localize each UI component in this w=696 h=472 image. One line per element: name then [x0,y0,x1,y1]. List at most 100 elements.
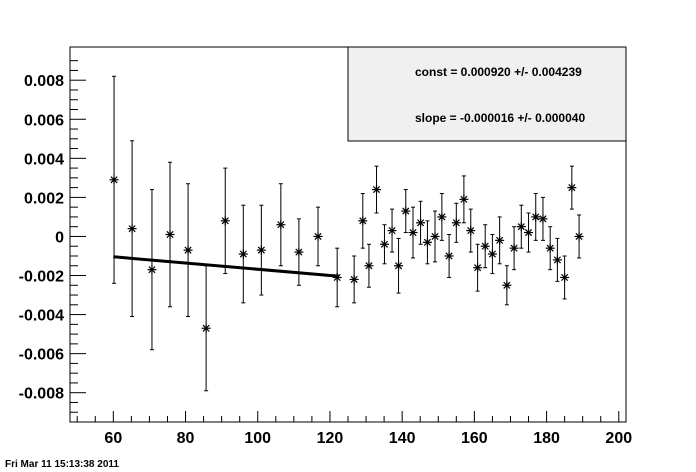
asterisk-stroke [423,238,432,246]
x-tick-label: 180 [533,430,560,447]
x-tick-label: 140 [389,430,416,447]
data-point [552,255,562,265]
data-point [394,261,404,271]
data-point [516,222,526,232]
y-tick-label: 0.006 [24,112,64,129]
data-point [524,228,534,238]
asterisk-stroke [372,186,381,194]
data-point [165,230,175,239]
x-axis: 60 80 100 120 140 160 180 200 [76,411,632,447]
y-tick-label: -0.008 [19,386,64,403]
x-tick-label: 100 [244,430,271,447]
asterisk-stroke [380,240,389,248]
data-point [444,251,454,261]
asterisk-stroke [438,213,446,221]
data-point [437,212,447,222]
asterisk-stroke [474,264,482,272]
data-point [276,220,286,230]
data-point [422,237,432,247]
y-tick-label: 0.002 [24,190,64,207]
stats-slope: slope = -0.000016 +/- 0.000040 [415,111,585,125]
asterisk-stroke [524,228,533,237]
y-tick-label: -0.006 [19,347,64,364]
data-point [201,323,211,333]
asterisk-stroke [568,184,576,192]
data-point [364,261,374,271]
data-point [349,274,359,284]
asterisk-stroke [575,232,583,241]
data-point [430,231,440,241]
data-point [574,231,584,241]
asterisk-stroke [496,236,504,244]
data-point [372,185,382,195]
data-point [401,206,411,216]
stats-box-background [347,46,627,142]
y-tick-label: 0.008 [24,73,64,90]
asterisk-stroke [445,252,453,260]
asterisk-stroke [314,232,322,241]
x-tick-label: 200 [605,430,632,447]
data-point [545,243,555,253]
asterisk-stroke [510,244,518,252]
data-point [451,218,461,228]
asterisk-stroke [431,232,439,241]
asterisk-stroke [481,242,489,250]
data-point [560,272,570,282]
asterisk-stroke [402,207,410,215]
data-point [313,231,323,241]
data-point [531,212,541,222]
asterisk-stroke [239,250,247,258]
data-point [220,216,230,226]
fit-line [113,255,340,278]
data-point [538,214,548,224]
asterisk-stroke [166,230,174,239]
data-point [466,226,476,236]
data-point [502,280,512,290]
data-point [567,183,577,193]
asterisk-stroke [184,246,192,254]
data-point [256,245,266,255]
asterisk-stroke [394,262,403,270]
data-markers [109,175,584,333]
asterisk-stroke [350,275,358,283]
asterisk-stroke [488,250,496,258]
y-tick-label: 0.004 [24,151,64,168]
asterisk-stroke [277,221,285,229]
asterisk-stroke [561,273,569,282]
asterisk-stroke [467,227,475,235]
asterisk-stroke [202,324,210,332]
asterisk-stroke [110,176,118,184]
stats-const: const = 0.000920 +/- 0.004239 [415,65,582,79]
asterisk-stroke [388,227,396,235]
asterisk-stroke [148,266,156,274]
asterisk-stroke [553,256,561,264]
asterisk-stroke [221,217,229,225]
data-point [358,216,368,226]
data-point [387,226,397,236]
asterisk-stroke [359,217,367,225]
x-tick-label: 120 [317,430,344,447]
asterisk-stroke [460,195,468,203]
timestamp-label: Fri Mar 11 15:13:38 2011 [5,459,119,470]
data-point [147,265,157,275]
asterisk-stroke [546,244,554,252]
data-point [238,249,248,259]
asterisk-stroke [503,281,511,289]
asterisk-stroke [532,213,540,221]
asterisk-stroke [295,248,303,256]
x-tick-label: 60 [104,430,122,447]
asterisk-stroke [257,246,265,254]
data-point [480,241,490,251]
data-point [416,218,426,228]
data-point [495,235,505,245]
data-point [109,175,119,185]
asterisk-stroke [128,225,136,233]
x-tick-label: 80 [177,430,195,447]
data-point [379,239,389,249]
asterisk-stroke [365,262,373,270]
y-tick-label: -0.002 [19,269,64,286]
data-point [183,245,193,255]
data-point [509,243,519,253]
asterisk-stroke [409,228,417,237]
